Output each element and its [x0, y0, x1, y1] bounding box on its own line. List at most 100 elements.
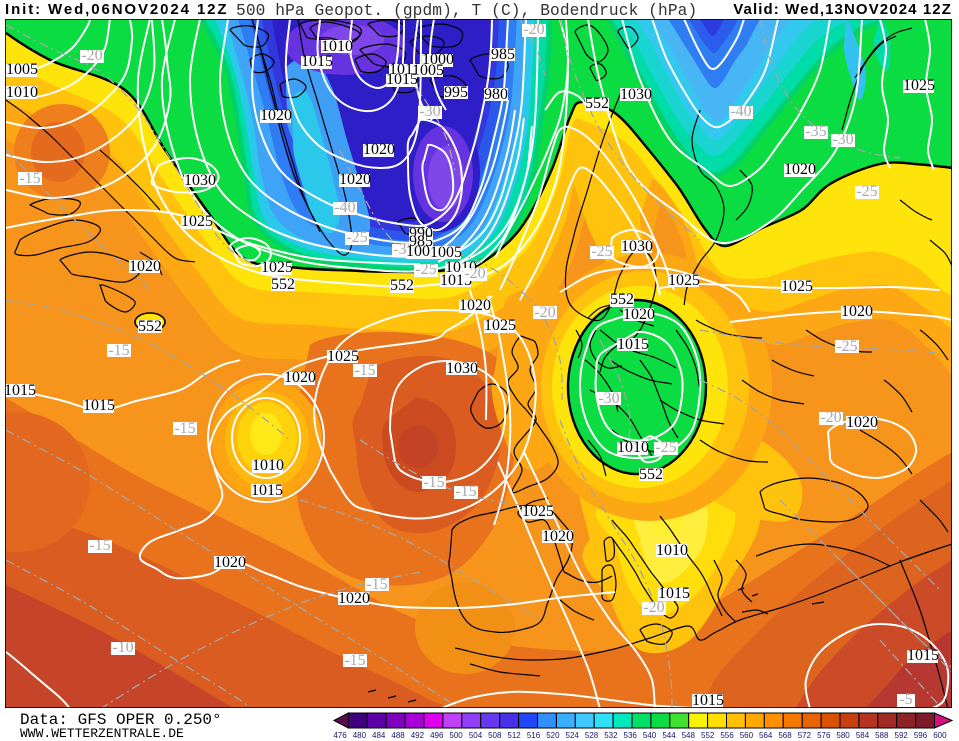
svg-text:-30: -30 — [598, 390, 619, 407]
svg-text:476: 476 — [333, 731, 347, 740]
svg-text:1005: 1005 — [412, 62, 444, 79]
svg-text:564: 564 — [759, 731, 773, 740]
svg-text:588: 588 — [875, 731, 889, 740]
svg-text:985: 985 — [409, 233, 433, 250]
svg-text:516: 516 — [527, 731, 541, 740]
svg-text:1030: 1030 — [621, 238, 653, 255]
svg-text:584: 584 — [856, 731, 870, 740]
svg-text:1020: 1020 — [339, 171, 371, 188]
svg-text:596: 596 — [914, 731, 928, 740]
svg-text:1020: 1020 — [542, 528, 574, 545]
svg-text:-25: -25 — [655, 439, 676, 456]
svg-text:504: 504 — [469, 731, 483, 740]
svg-text:1020: 1020 — [459, 297, 491, 314]
svg-text:1020: 1020 — [623, 306, 655, 323]
svg-text:1015: 1015 — [83, 397, 115, 414]
svg-text:536: 536 — [624, 731, 638, 740]
svg-text:985: 985 — [491, 46, 515, 63]
svg-text:-40: -40 — [334, 199, 355, 216]
svg-text:-25: -25 — [856, 183, 877, 200]
svg-text:-25: -25 — [591, 243, 612, 260]
svg-text:1025: 1025 — [522, 503, 554, 520]
svg-text:-15: -15 — [366, 576, 387, 593]
svg-text:Data: GFS OPER 0.250°: Data: GFS OPER 0.250° — [20, 711, 222, 729]
svg-text:508: 508 — [488, 731, 502, 740]
svg-text:-15: -15 — [455, 483, 476, 500]
svg-text:1030: 1030 — [620, 86, 652, 103]
svg-text:-10: -10 — [112, 639, 133, 656]
svg-text:552: 552 — [585, 95, 609, 112]
svg-text:552: 552 — [271, 276, 295, 293]
svg-text:560: 560 — [740, 731, 754, 740]
svg-text:1020: 1020 — [214, 554, 246, 571]
svg-text:488: 488 — [391, 731, 405, 740]
svg-text:1025: 1025 — [181, 213, 213, 230]
svg-text:496: 496 — [430, 731, 444, 740]
svg-text:600: 600 — [933, 731, 947, 740]
svg-text:528: 528 — [585, 731, 599, 740]
svg-text:1010: 1010 — [617, 439, 649, 456]
svg-text:1020: 1020 — [129, 258, 161, 275]
svg-text:1010: 1010 — [656, 542, 688, 559]
svg-text:-15: -15 — [89, 537, 110, 554]
svg-text:-20: -20 — [523, 21, 544, 38]
svg-text:Valid: Wed,13NOV2024 12Z: Valid: Wed,13NOV2024 12Z — [733, 1, 952, 18]
svg-text:576: 576 — [817, 731, 831, 740]
svg-text:-20: -20 — [534, 304, 555, 321]
svg-text:Init: Wed,06NOV2024 12Z: Init: Wed,06NOV2024 12Z — [5, 1, 229, 18]
svg-text:1025: 1025 — [668, 272, 700, 289]
svg-text:1015: 1015 — [907, 647, 939, 664]
svg-text:572: 572 — [798, 731, 812, 740]
svg-text:484: 484 — [372, 731, 386, 740]
svg-text:540: 540 — [643, 731, 657, 740]
svg-text:512: 512 — [507, 731, 521, 740]
svg-text:995: 995 — [444, 84, 468, 101]
svg-text:1020: 1020 — [846, 414, 878, 431]
svg-text:500: 500 — [449, 731, 463, 740]
svg-text:580: 580 — [836, 731, 850, 740]
svg-text:-20: -20 — [643, 599, 664, 616]
svg-text:552: 552 — [390, 277, 414, 294]
svg-text:1010: 1010 — [321, 38, 353, 55]
svg-text:520: 520 — [546, 731, 560, 740]
svg-text:-30: -30 — [832, 131, 853, 148]
svg-text:548: 548 — [682, 731, 696, 740]
svg-text:-15: -15 — [19, 170, 40, 187]
svg-text:-35: -35 — [805, 123, 826, 140]
svg-text:-15: -15 — [354, 362, 375, 379]
svg-text:532: 532 — [604, 731, 618, 740]
svg-text:1005: 1005 — [6, 61, 38, 78]
svg-text:1025: 1025 — [484, 317, 516, 334]
svg-text:1015: 1015 — [4, 382, 36, 399]
svg-text:1030: 1030 — [184, 172, 216, 189]
svg-text:1015: 1015 — [658, 585, 690, 602]
svg-text:556: 556 — [720, 731, 734, 740]
svg-text:552: 552 — [639, 466, 663, 483]
svg-text:980: 980 — [484, 86, 508, 103]
svg-text:1020: 1020 — [260, 107, 292, 124]
svg-text:1015: 1015 — [251, 482, 283, 499]
svg-text:1025: 1025 — [327, 348, 359, 365]
svg-text:-40: -40 — [730, 103, 751, 120]
svg-text:544: 544 — [662, 731, 676, 740]
svg-text:1000: 1000 — [422, 51, 454, 68]
svg-text:1015: 1015 — [301, 53, 333, 70]
svg-text:1025: 1025 — [903, 77, 935, 94]
svg-text:1020: 1020 — [841, 303, 873, 320]
svg-text:1025: 1025 — [261, 259, 293, 276]
svg-text:-20: -20 — [820, 409, 841, 426]
svg-text:1010: 1010 — [252, 457, 284, 474]
svg-text:1005: 1005 — [430, 244, 462, 261]
svg-text:552: 552 — [701, 731, 715, 740]
svg-text:1020: 1020 — [284, 369, 316, 386]
svg-text:-5: -5 — [899, 691, 912, 708]
svg-text:1020: 1020 — [363, 141, 395, 158]
svg-text:-15: -15 — [108, 342, 129, 359]
svg-text:500 hPa Geopot. (gpdm), T (C),: 500 hPa Geopot. (gpdm), T (C), Bodendruc… — [236, 2, 697, 20]
svg-text:552: 552 — [138, 318, 162, 335]
svg-text:-30: -30 — [419, 103, 440, 120]
svg-text:1015: 1015 — [692, 692, 724, 709]
svg-text:492: 492 — [411, 731, 425, 740]
svg-text:-20: -20 — [81, 47, 102, 64]
svg-text:-15: -15 — [344, 652, 365, 669]
